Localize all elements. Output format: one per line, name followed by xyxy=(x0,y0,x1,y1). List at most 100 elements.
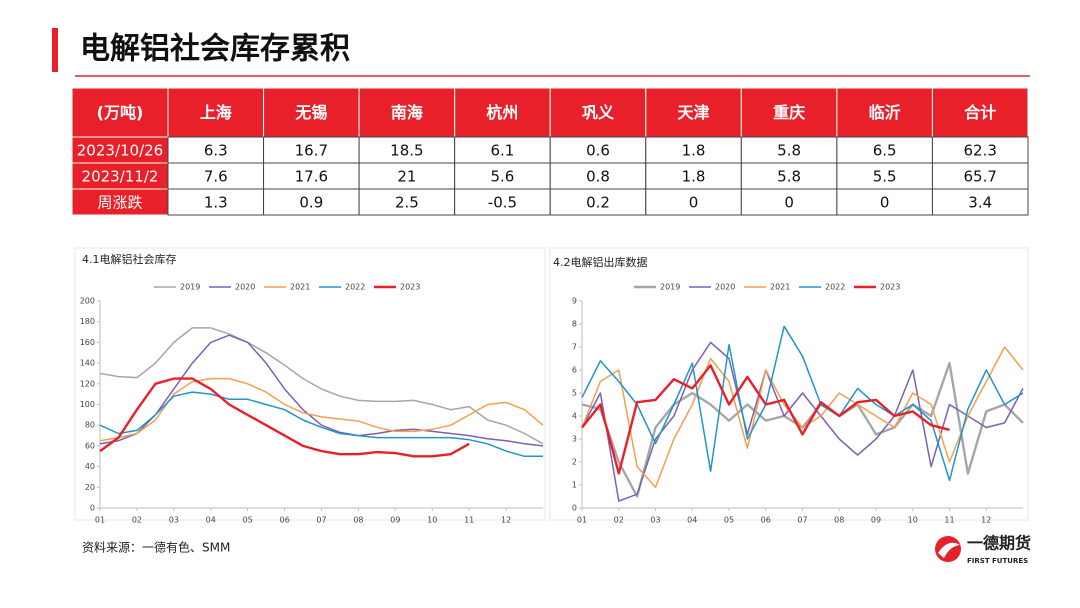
y-tick-label: 100 xyxy=(80,400,95,409)
legend-label: 2019 xyxy=(660,283,680,292)
cell-text: 1.8 xyxy=(682,168,706,186)
x-tick-label: 10 xyxy=(908,516,918,525)
x-tick-label: 04 xyxy=(687,516,697,525)
cell-text: 1.3 xyxy=(204,194,228,212)
cell-text: 6.3 xyxy=(204,142,228,160)
cell-text: 0 xyxy=(689,194,699,212)
cell-text: 21 xyxy=(397,168,416,186)
x-tick-label: 10 xyxy=(427,516,437,525)
y-tick-label: 3 xyxy=(572,435,577,444)
cell-text: 2023/10/26 xyxy=(77,142,163,160)
chart-panel xyxy=(74,247,546,521)
logo-sub: FIRST FUTURES xyxy=(967,557,1028,565)
legend-label: 2021 xyxy=(290,283,310,292)
header-cell xyxy=(931,87,1029,138)
cell-text: 2023/11/2 xyxy=(82,168,159,186)
y-tick-label: 80 xyxy=(85,421,95,430)
cell-text: 62.3 xyxy=(964,142,997,160)
cell-text: 3.4 xyxy=(968,194,992,212)
table-cell xyxy=(167,188,265,216)
source-note: 资料来源：一德有色、SMM xyxy=(82,540,230,555)
series-line xyxy=(99,327,544,445)
legend-label: 2023 xyxy=(880,283,900,292)
y-tick-label: 8 xyxy=(572,320,577,329)
series-line xyxy=(581,341,1024,502)
table-cell xyxy=(358,136,456,164)
cell-text: 6.1 xyxy=(491,142,515,160)
table-cell xyxy=(931,188,1029,216)
cell-text: 0 xyxy=(880,194,890,212)
x-tick-label: 03 xyxy=(650,516,660,525)
header-cell xyxy=(263,87,360,138)
y-tick-label: 5 xyxy=(572,389,577,398)
header-text: 临沂 xyxy=(869,103,901,122)
cell-text: 2.5 xyxy=(395,194,419,212)
y-tick-label: 9 xyxy=(572,297,577,306)
cell-text: 0.9 xyxy=(299,194,323,212)
logo-swoosh xyxy=(938,542,960,558)
cell-text: 0 xyxy=(784,194,794,212)
x-tick-label: 02 xyxy=(132,516,142,525)
y-tick-label: 0 xyxy=(90,504,95,513)
cell-text: 7.6 xyxy=(204,168,228,186)
x-tick-label: 03 xyxy=(169,516,179,525)
x-tick-label: 11 xyxy=(464,516,474,525)
y-tick-label: 120 xyxy=(80,379,95,388)
x-tick-label: 11 xyxy=(944,516,954,525)
header-text: 南海 xyxy=(391,103,423,122)
series-line xyxy=(99,391,543,458)
legend-label: 2022 xyxy=(825,283,845,292)
y-tick-label: 7 xyxy=(572,343,577,352)
cell-text: 65.7 xyxy=(964,168,997,186)
cell-text: 0.8 xyxy=(586,168,610,186)
y-tick-label: 20 xyxy=(85,483,95,492)
chart-title: 4.1电解铝社会库存 xyxy=(82,252,177,266)
table-cell xyxy=(358,188,456,216)
x-tick-label: 04 xyxy=(206,516,216,525)
cell-text: 17.6 xyxy=(295,168,328,186)
table-cell xyxy=(71,188,169,216)
table-cell xyxy=(549,136,647,164)
cell-text: 16.7 xyxy=(295,142,328,160)
y-tick-label: 40 xyxy=(85,462,95,471)
cell-text: 5.8 xyxy=(777,142,801,160)
table-cell xyxy=(645,188,742,216)
x-tick-label: 09 xyxy=(871,516,881,525)
x-tick-label: 05 xyxy=(243,516,253,525)
series-line xyxy=(99,334,544,447)
x-tick-label: 12 xyxy=(501,516,511,525)
legend-label: 2023 xyxy=(400,283,420,292)
header-cell xyxy=(549,87,647,138)
cell-text: 周涨跌 xyxy=(97,194,142,212)
y-tick-label: 140 xyxy=(80,359,95,368)
table-cell xyxy=(836,136,933,164)
y-tick-label: 200 xyxy=(80,297,95,306)
title-accent xyxy=(52,28,58,72)
header-text: (万吨) xyxy=(97,103,144,122)
legend-label: 2020 xyxy=(715,283,735,292)
table-cell xyxy=(71,136,169,164)
chart-panel xyxy=(549,247,1029,521)
table-cell xyxy=(549,162,647,190)
cell-text: 5.6 xyxy=(491,168,515,186)
series-line xyxy=(581,361,1024,498)
series-line xyxy=(99,377,470,458)
table-cell xyxy=(71,162,169,190)
table-cell xyxy=(931,162,1029,190)
table-cell xyxy=(836,188,933,216)
header-text: 天津 xyxy=(678,103,710,122)
cell-text: 0.2 xyxy=(586,194,610,212)
series-line xyxy=(581,364,950,475)
x-tick-label: 06 xyxy=(761,516,771,525)
y-tick-label: 180 xyxy=(80,317,95,326)
x-tick-label: 08 xyxy=(834,516,844,525)
cell-text: 1.8 xyxy=(682,142,706,160)
header-cell xyxy=(454,87,551,138)
x-tick-label: 06 xyxy=(279,516,289,525)
series-line xyxy=(581,346,1024,489)
x-tick-label: 12 xyxy=(981,516,991,525)
header-text: 杭州 xyxy=(486,103,518,122)
header-text: 巩义 xyxy=(582,103,614,122)
